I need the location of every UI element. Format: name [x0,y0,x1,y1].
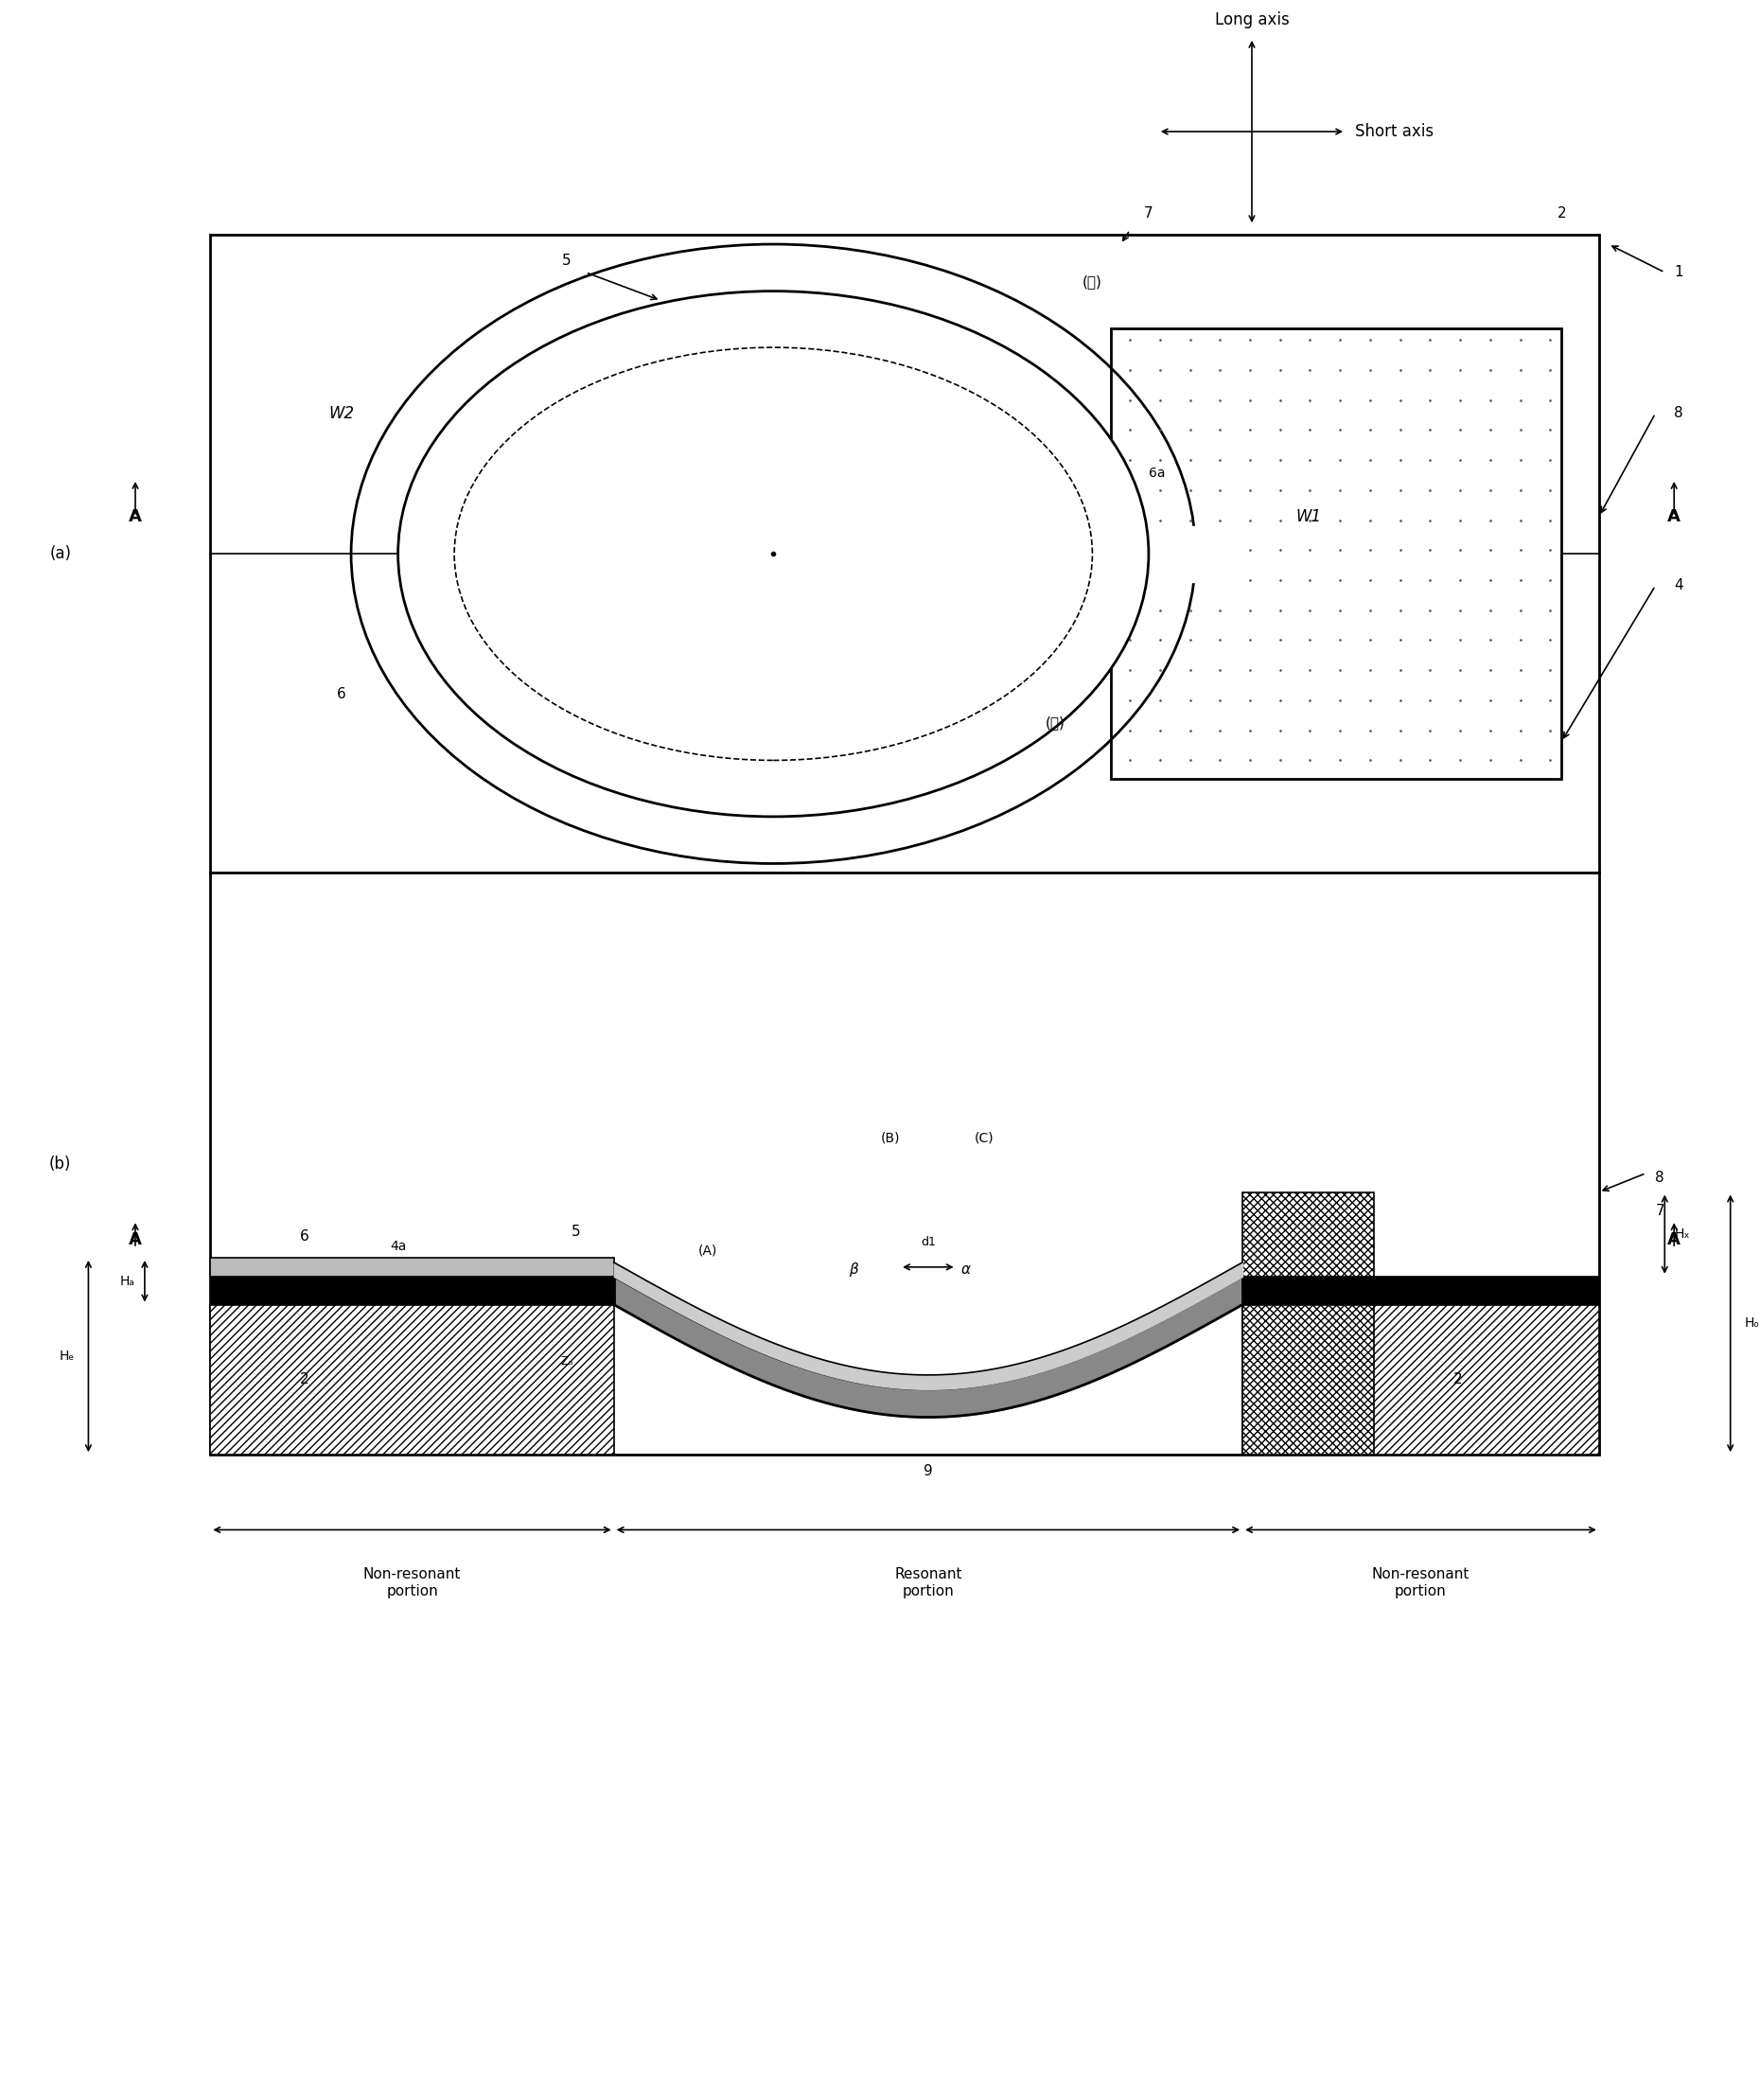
Text: 9: 9 [924,1464,933,1478]
Text: Hₐ: Hₐ [120,1275,136,1287]
Text: β: β [848,1262,857,1277]
Text: 1: 1 [1674,265,1683,279]
Text: 2: 2 [1558,206,1566,220]
Text: (C): (C) [975,1132,994,1145]
Text: (a): (a) [49,546,70,563]
Bar [211,1258,614,1277]
Text: α: α [961,1262,970,1277]
Text: 8: 8 [1674,407,1683,420]
Bar [1111,330,1561,779]
Text: 4a: 4a [389,1239,407,1254]
Ellipse shape [398,292,1149,817]
Text: 2: 2 [1454,1373,1463,1386]
Bar [1243,1277,1600,1304]
Text: 6: 6 [338,687,347,701]
Text: d1: d1 [920,1237,936,1247]
Text: 3: 3 [998,1376,1008,1390]
Bar [1243,1304,1375,1455]
Text: 5: 5 [563,254,572,269]
Text: A: A [128,1231,143,1247]
Text: 7: 7 [1144,206,1153,220]
Text: 5: 5 [572,1224,581,1239]
Bar [211,874,1600,1455]
Text: Non-resonant
portion: Non-resonant portion [363,1567,461,1598]
Text: (D): (D) [1262,1195,1281,1208]
Text: Hₒ: Hₒ [1744,1317,1760,1329]
Bar [211,1277,614,1304]
Text: 3: 3 [910,764,919,779]
Text: A: A [1667,1231,1681,1247]
Text: 8: 8 [1656,1172,1665,1184]
Text: (ロ): (ロ) [1045,716,1065,731]
Text: A: A [128,508,143,525]
Text: Zₐ: Zₐ [561,1354,574,1367]
Text: Zₓ: Zₓ [1329,1354,1343,1367]
Text: (B): (B) [882,1132,901,1145]
Text: Long axis: Long axis [1214,10,1288,29]
Text: (A): (A) [699,1245,718,1258]
Text: Hₑ: Hₑ [60,1350,74,1363]
Text: W1: W1 [1295,508,1322,525]
Text: (イ): (イ) [1082,275,1102,290]
Text: Hₓ: Hₓ [1674,1228,1690,1241]
Text: 6: 6 [299,1228,308,1243]
Text: 4: 4 [1674,580,1683,592]
Text: Non-resonant
portion: Non-resonant portion [1371,1567,1470,1598]
Bar [211,235,1600,874]
Text: 3a: 3a [1301,1399,1316,1411]
Text: (b): (b) [49,1155,72,1172]
Text: Zₑ: Zₑ [875,1384,887,1394]
Bar [1243,1193,1375,1277]
Text: W2: W2 [329,405,354,422]
Text: 7: 7 [1656,1203,1665,1218]
Text: A: A [1667,508,1681,525]
Text: 2: 2 [299,1373,308,1386]
Bar [211,1304,614,1455]
Bar [1243,1304,1600,1455]
Text: Zₒ: Zₒ [968,1384,982,1394]
Text: Short axis: Short axis [1355,124,1434,141]
Text: Resonant
portion: Resonant portion [894,1567,963,1598]
Text: 6a: 6a [1149,466,1165,479]
